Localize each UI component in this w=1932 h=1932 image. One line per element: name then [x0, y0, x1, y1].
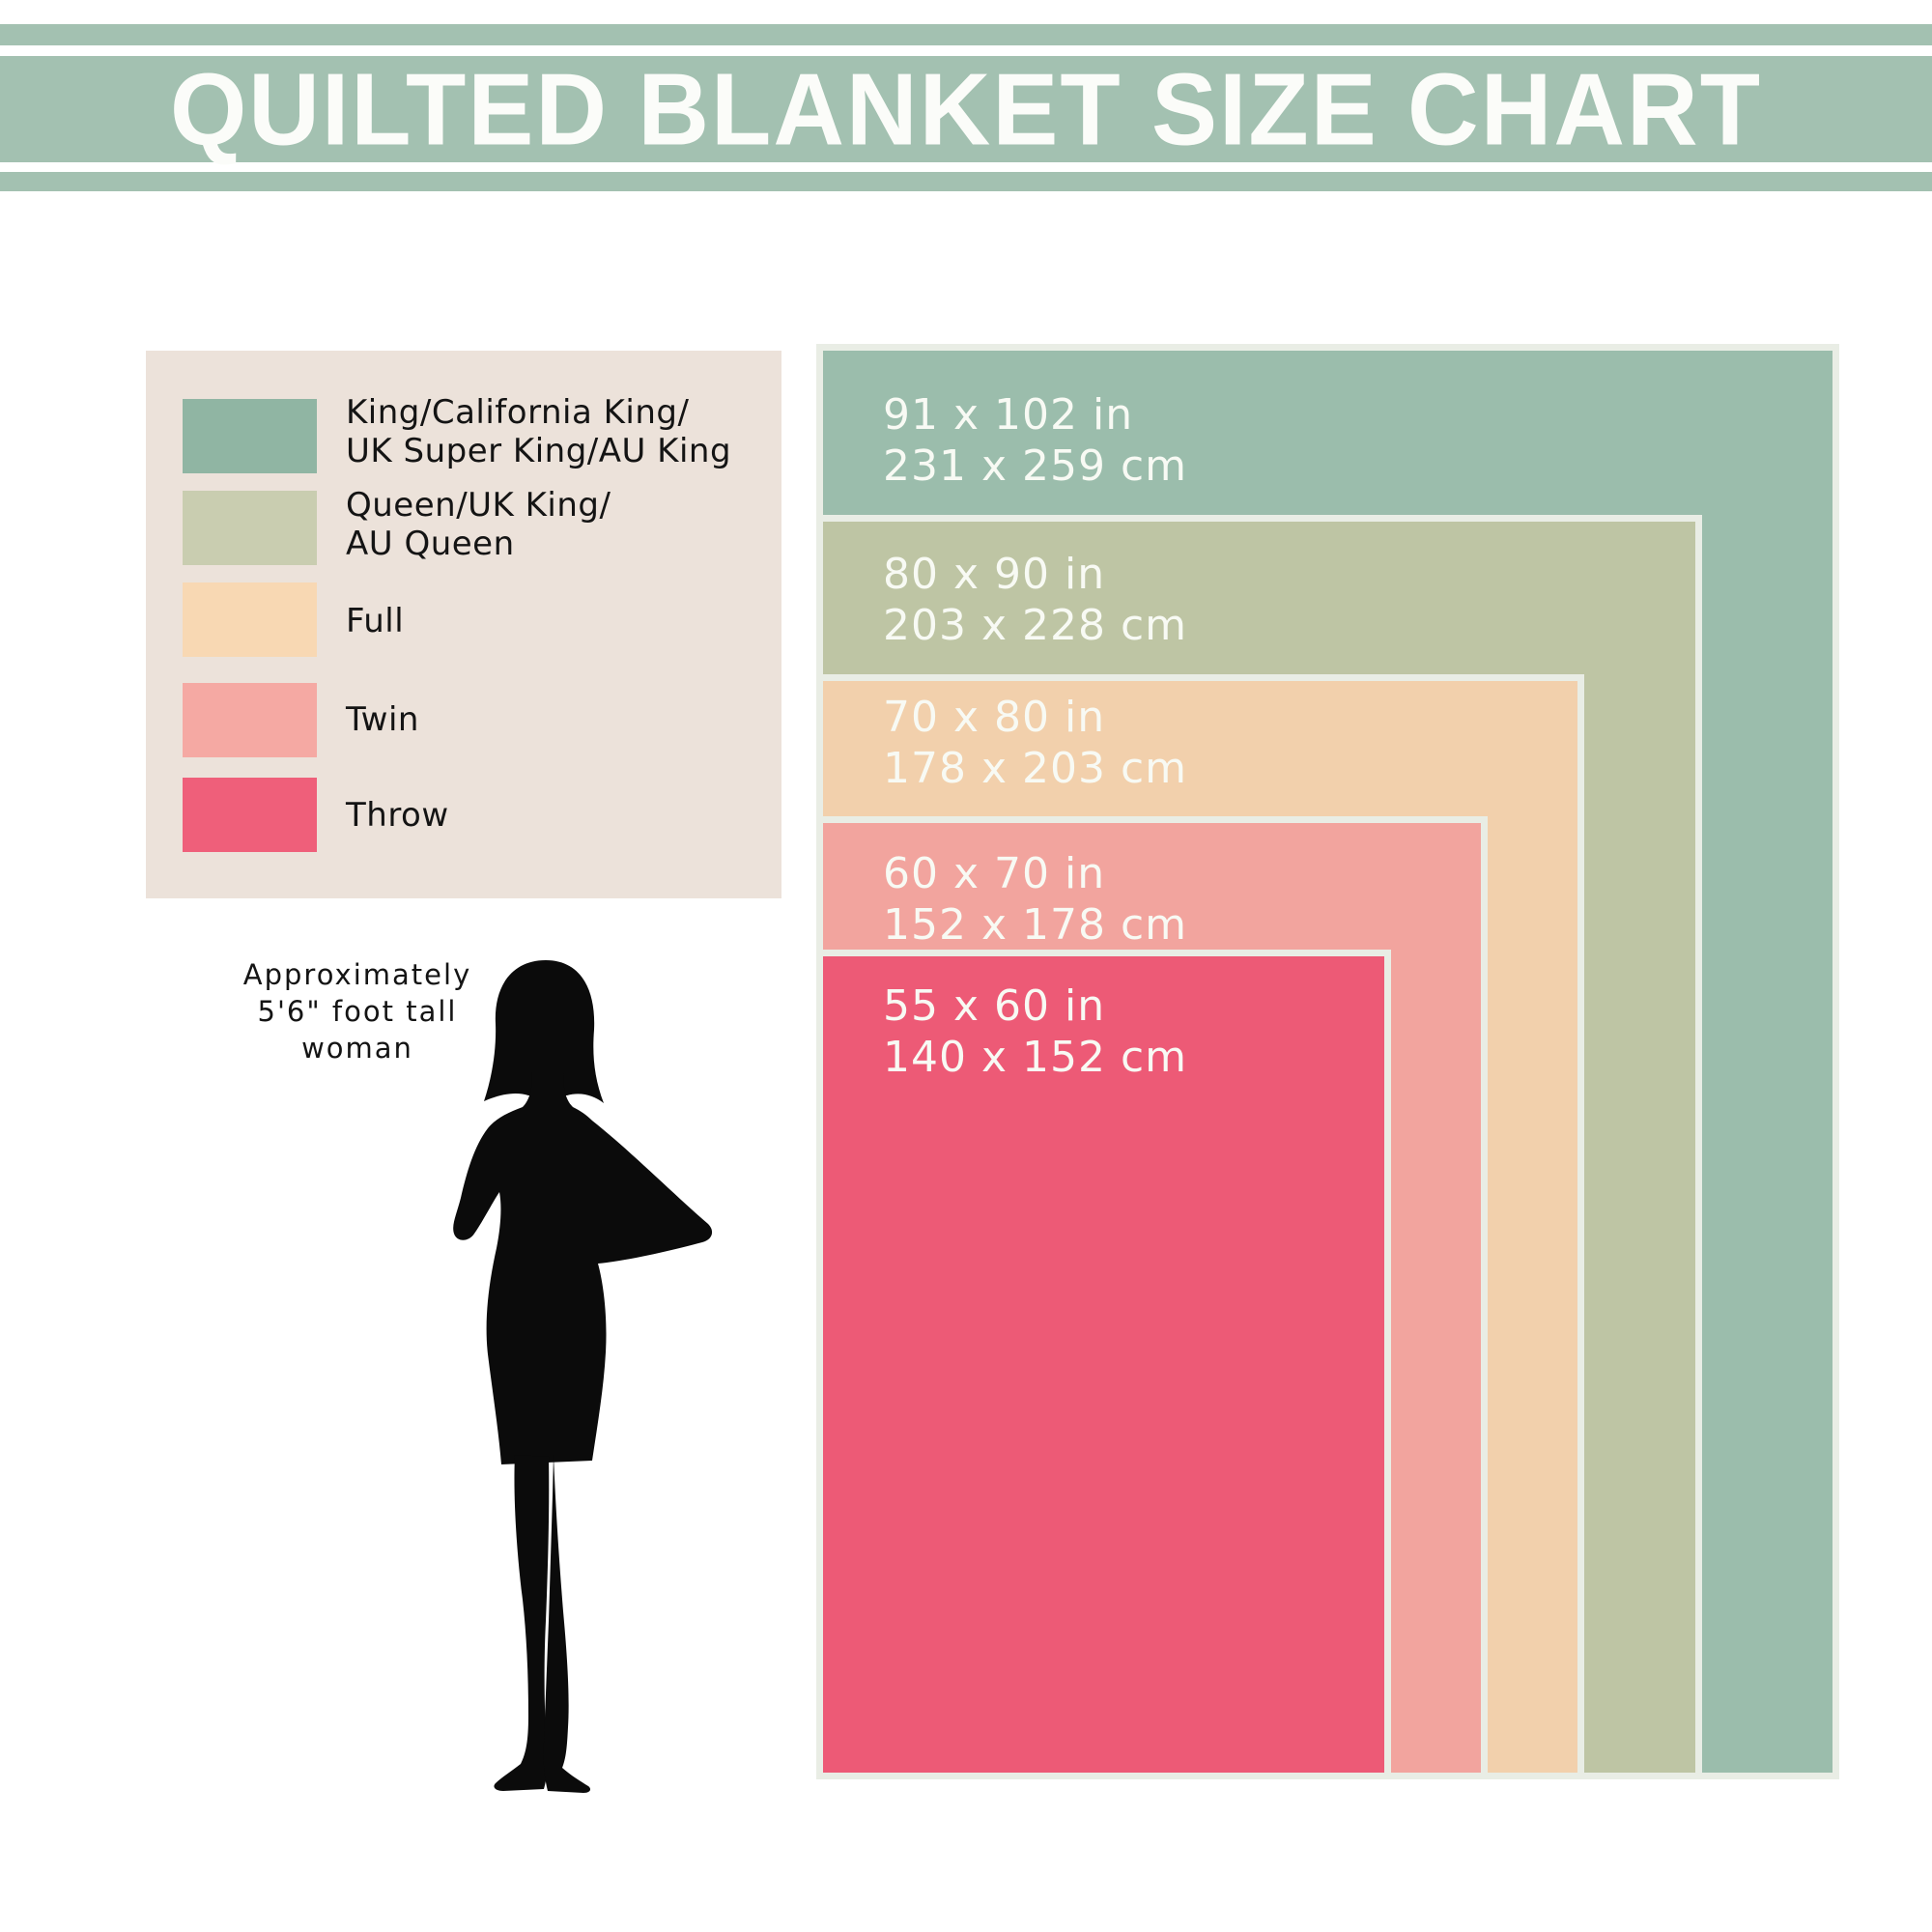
size-throw-inches: 55 x 60 in [883, 981, 1106, 1031]
legend-label-king-line1: King/California King/ [346, 393, 690, 432]
legend-label-queen-line2: AU Queen [346, 525, 515, 563]
size-label-queen: 80 x 90 in 203 x 228 cm [883, 549, 1695, 651]
header-stripe-bottom [0, 172, 1932, 191]
legend-swatch-king [183, 399, 317, 473]
size-king-inches: 91 x 102 in [883, 390, 1134, 440]
legend-label-king-line2: UK Super King/AU King [346, 432, 732, 470]
size-king-cm: 231 x 259 cm [883, 441, 1188, 491]
size-full-inches: 70 x 80 in [883, 693, 1106, 742]
legend-swatch-throw [183, 778, 317, 852]
legend-swatch-twin [183, 683, 317, 757]
size-queen-inches: 80 x 90 in [883, 550, 1106, 599]
legend-label-throw-line1: Throw [346, 796, 449, 835]
legend-label-throw: Throw [346, 796, 772, 835]
woman-silhouette [453, 960, 713, 1793]
legend-label-queen: Queen/UK King/ AU Queen [346, 486, 772, 563]
legend-label-twin-line1: Twin [346, 700, 419, 739]
size-twin-inches: 60 x 70 in [883, 849, 1106, 898]
legend-panel: King/California King/ UK Super King/AU K… [146, 351, 781, 898]
header-band: QUILTED BLANKET SIZE CHART [0, 51, 1932, 166]
scale-note: Approximately 5'6" foot tall woman [222, 956, 493, 1066]
header-stripe-top [0, 24, 1932, 45]
scale-note-line1: Approximately [242, 958, 472, 991]
size-rect-throw: 55 x 60 in 140 x 152 cm [823, 956, 1384, 1773]
legend-label-twin: Twin [346, 700, 772, 739]
page-title: QUILTED BLANKET SIZE CHART [169, 51, 1763, 166]
size-throw-cm: 140 x 152 cm [883, 1033, 1188, 1082]
size-label-king: 91 x 102 in 231 x 259 cm [883, 389, 1833, 492]
legend-label-full: Full [346, 602, 772, 640]
legend-swatch-full [183, 582, 317, 657]
legend-label-king: King/California King/ UK Super King/AU K… [346, 393, 772, 470]
scale-note-line2: 5'6" foot tall [257, 995, 458, 1028]
size-full-cm: 178 x 203 cm [883, 744, 1188, 793]
legend-label-full-line1: Full [346, 602, 405, 640]
size-queen-cm: 203 x 228 cm [883, 601, 1188, 650]
size-label-throw: 55 x 60 in 140 x 152 cm [883, 980, 1384, 1083]
size-twin-cm: 152 x 178 cm [883, 900, 1188, 950]
legend-swatch-queen [183, 491, 317, 565]
size-label-full: 70 x 80 in 178 x 203 cm [883, 692, 1577, 794]
legend-label-queen-line1: Queen/UK King/ [346, 486, 611, 525]
scale-note-line3: woman [301, 1032, 413, 1065]
size-label-twin: 60 x 70 in 152 x 178 cm [883, 848, 1481, 951]
